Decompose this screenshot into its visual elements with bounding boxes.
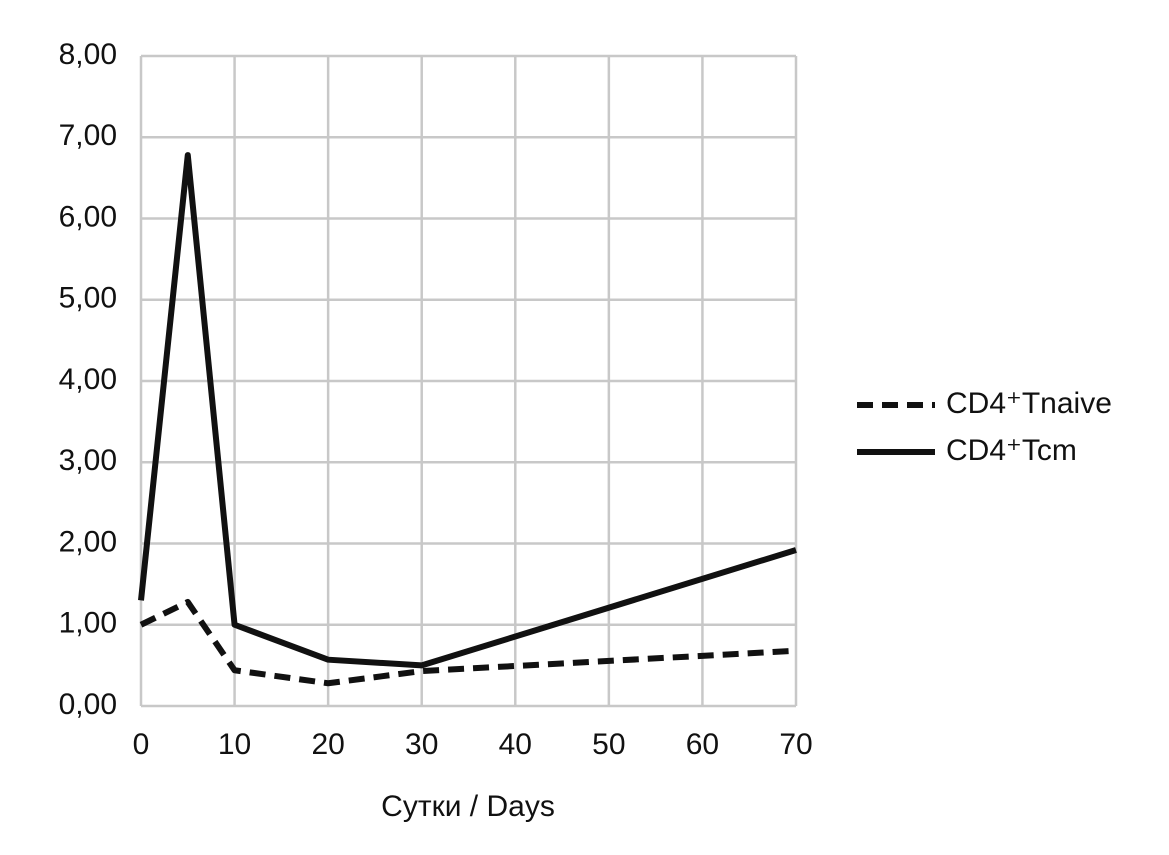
- y-tick-label: 8,00: [59, 38, 117, 71]
- x-tick-label: 0: [133, 728, 150, 761]
- x-tick-label: 40: [499, 728, 532, 761]
- y-tick-label: 5,00: [59, 282, 117, 315]
- legend-label: CD4⁺Tcm: [946, 434, 1077, 467]
- y-tick-label: 2,00: [59, 525, 117, 558]
- x-tick-label: 10: [218, 728, 251, 761]
- y-tick-label: 0,00: [59, 688, 117, 721]
- x-tick-label: 30: [405, 728, 438, 761]
- x-tick-label: 50: [592, 728, 625, 761]
- y-tick-label: 4,00: [59, 363, 117, 396]
- data-line: [138, 152, 797, 669]
- y-tick-label: 7,00: [59, 119, 117, 152]
- data-line: [139, 599, 797, 687]
- y-tick-label: 1,00: [59, 607, 117, 640]
- x-tick-label: 60: [686, 728, 719, 761]
- y-tick-label: 3,00: [59, 444, 117, 477]
- x-axis-label: Сутки / Days: [381, 790, 555, 823]
- x-tick-label: 70: [779, 728, 812, 761]
- y-tick-label: 6,00: [59, 200, 117, 233]
- x-tick-label: 20: [311, 728, 344, 761]
- legend-label: CD4⁺Tnaive: [946, 387, 1112, 420]
